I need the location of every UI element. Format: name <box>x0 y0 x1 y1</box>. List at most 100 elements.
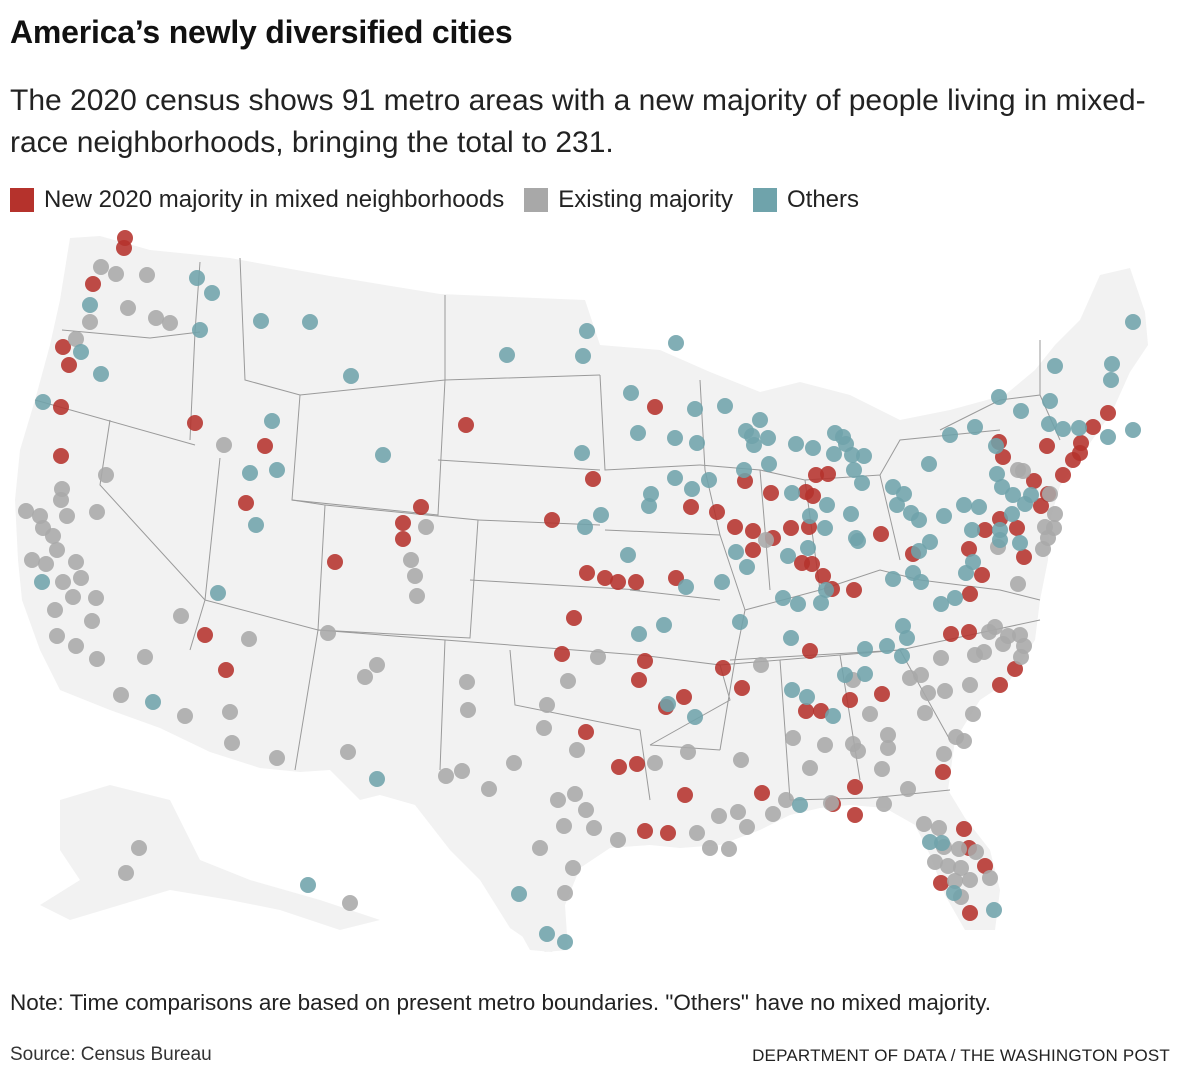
metro-dot-new-majority <box>660 825 676 841</box>
metro-dot-existing-majority <box>38 556 54 572</box>
metro-dot-new-majority <box>637 653 653 669</box>
metro-dot-other <box>780 548 796 564</box>
legend-item-new: New 2020 majority in mixed neighborhoods <box>10 186 504 214</box>
metro-dot-other <box>988 438 1004 454</box>
metro-dot-new-majority <box>745 542 761 558</box>
metro-dot-existing-majority <box>940 858 956 874</box>
metro-dot-other <box>825 708 841 724</box>
metro-dot-new-majority <box>631 672 647 688</box>
metro-dot-new-majority <box>579 565 595 581</box>
border-fl <box>789 789 951 801</box>
metro-dot-new-majority <box>977 858 993 874</box>
metro-dot-existing-majority <box>459 674 475 690</box>
border-ca-nv <box>99 419 206 651</box>
metro-dot-new-majority <box>962 905 978 921</box>
border-ks-ok <box>444 579 641 656</box>
metro-dot-existing-majority <box>403 552 419 568</box>
chart-title: America’s newly diversified cities <box>10 14 513 50</box>
metro-dot-other <box>369 771 385 787</box>
metro-dot-existing-majority <box>1042 486 1058 502</box>
metro-dot-other <box>934 835 950 851</box>
metro-dot-existing-majority <box>987 619 1003 635</box>
metro-dot-other <box>956 497 972 513</box>
metro-dot-new-majority <box>874 686 890 702</box>
metro-dot-new-majority <box>873 526 889 542</box>
metro-dot-other <box>857 641 873 657</box>
metro-dot-existing-majority <box>269 750 285 766</box>
metro-dot-other <box>800 540 816 556</box>
metro-dot-other <box>1005 487 1021 503</box>
metro-dot-other <box>784 682 800 698</box>
metro-dot-new-majority <box>1007 661 1023 677</box>
metro-dot-new-majority <box>804 556 820 572</box>
metro-dot-existing-majority <box>113 687 129 703</box>
border-wa-or <box>61 329 201 339</box>
source-line: Source: Census Bureau <box>10 1044 212 1065</box>
metro-dot-other <box>242 465 258 481</box>
metro-dot-existing-majority <box>82 314 98 330</box>
metro-dot-new-majority <box>458 417 474 433</box>
metro-dot-new-majority <box>677 787 693 803</box>
metro-dot-existing-majority <box>45 528 61 544</box>
metro-dot-other <box>843 506 859 522</box>
metro-dot-existing-majority <box>916 816 932 832</box>
metro-dot-existing-majority <box>73 570 89 586</box>
metro-dot-existing-majority <box>733 752 749 768</box>
metro-dot-existing-majority <box>222 704 238 720</box>
metro-dot-other <box>826 446 842 462</box>
metro-dot-existing-majority <box>817 737 833 753</box>
metro-dot-existing-majority <box>721 841 737 857</box>
metro-dot-new-majority <box>116 240 132 256</box>
metro-dot-existing-majority <box>560 673 576 689</box>
metro-dot-new-majority <box>566 610 582 626</box>
metro-dot-other <box>593 507 609 523</box>
metro-dot-other <box>732 614 748 630</box>
metro-dot-existing-majority <box>753 657 769 673</box>
metro-dot-existing-majority <box>224 735 240 751</box>
metro-dot-other <box>1125 422 1141 438</box>
metro-dot-other <box>922 534 938 550</box>
metro-dot-other <box>992 532 1008 548</box>
metro-dot-existing-majority <box>18 503 34 519</box>
metro-dot-new-majority <box>956 821 972 837</box>
metro-dot-existing-majority <box>1047 506 1063 522</box>
metro-dot-existing-majority <box>578 802 594 818</box>
metro-dot-other <box>630 425 646 441</box>
metro-dot-existing-majority <box>933 650 949 666</box>
metro-dot-other <box>783 630 799 646</box>
metro-dot-other <box>846 462 862 478</box>
metro-dot-existing-majority <box>702 840 718 856</box>
metro-dot-other <box>643 486 659 502</box>
metro-dot-other <box>269 462 285 478</box>
metro-dot-other <box>34 574 50 590</box>
metro-dot-existing-majority <box>962 872 978 888</box>
metro-dot-new-majority <box>676 689 692 705</box>
metro-dot-new-majority <box>974 567 990 583</box>
metro-dot-new-majority <box>611 759 627 775</box>
metro-dot-other <box>579 323 595 339</box>
metro-dot-new-majority <box>815 568 831 584</box>
metro-dot-existing-majority <box>965 706 981 722</box>
border-tx-ok <box>509 649 651 801</box>
metro-dot-existing-majority <box>586 820 602 836</box>
metro-dot-other <box>248 517 264 533</box>
metro-dot-existing-majority <box>880 727 896 743</box>
metro-dot-other <box>574 445 590 461</box>
metro-dot-other <box>1103 372 1119 388</box>
metro-dot-existing-majority <box>532 840 548 856</box>
metro-dot-other <box>575 348 591 364</box>
metro-dot-new-majority <box>544 512 560 528</box>
metro-dot-new-majority <box>754 785 770 801</box>
metro-dot-other <box>668 335 684 351</box>
metro-dot-new-majority <box>1055 467 1071 483</box>
metro-dot-existing-majority <box>139 267 155 283</box>
metro-dot-existing-majority <box>874 761 890 777</box>
metro-dot-new-majority <box>1016 549 1032 565</box>
metro-dot-other <box>687 709 703 725</box>
metro-dot-existing-majority <box>765 806 781 822</box>
metro-dot-new-majority <box>961 624 977 640</box>
legend-label-others: Others <box>786 186 860 213</box>
metro-dot-other <box>994 479 1010 495</box>
metro-dot-new-majority <box>395 515 411 531</box>
metro-dots <box>18 230 1141 950</box>
